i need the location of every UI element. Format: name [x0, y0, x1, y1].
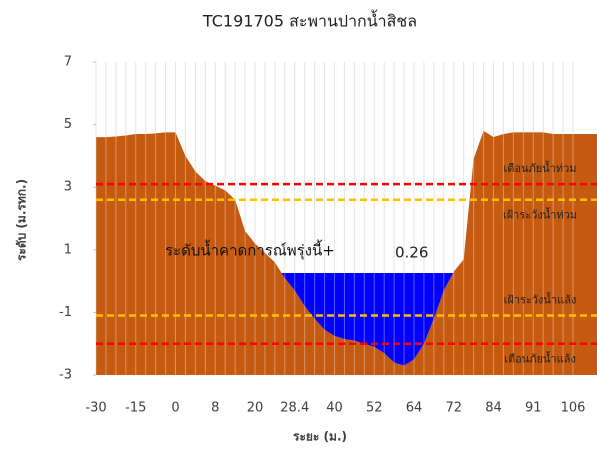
- y-axis-label: ระดับ (ม.รทก.): [15, 179, 29, 261]
- x-tick-label: 20: [247, 401, 264, 416]
- water-level-label: 0.26: [395, 243, 428, 261]
- y-tick-label: 7: [64, 55, 72, 70]
- threshold-label: เตือนภัยน้ำท่วม: [503, 160, 576, 175]
- x-tick-label: -15: [125, 401, 146, 416]
- y-tick-label: 3: [64, 180, 72, 195]
- x-tick-label: 91: [525, 401, 542, 416]
- x-tick-label: 84: [485, 401, 502, 416]
- y-tick-label: -1: [59, 305, 72, 320]
- threshold-label: เฝ้าระวังน้ำท่วม: [503, 207, 577, 222]
- annotation: ระดับน้ำคาดการณ์พรุ่งนี้+: [165, 239, 335, 260]
- x-tick-label: -30: [85, 401, 106, 416]
- x-tick-label: 64: [406, 401, 423, 416]
- x-tick-label: 106: [561, 401, 586, 416]
- threshold-label: เตือนภัยน้ำแล้ง: [504, 351, 576, 366]
- x-tick-label: 40: [326, 401, 343, 416]
- x-axis-label: ระยะ (ม.): [293, 430, 347, 444]
- y-tick-label: 5: [64, 117, 72, 132]
- ground-area: [96, 130, 597, 375]
- y-tick-label: -3: [59, 368, 72, 383]
- x-tick-label: 28.4: [280, 401, 309, 416]
- threshold-label: เฝ้าระวังน้ำแล้ง: [504, 292, 577, 307]
- x-tick-label: 0: [171, 401, 179, 416]
- chart-title: TC191705 สะพานปากน้ำสิชล: [202, 10, 417, 31]
- y-tick-label: 1: [64, 242, 72, 257]
- x-tick-label: 52: [366, 401, 383, 416]
- x-tick-label: 72: [445, 401, 462, 416]
- x-tick-label: 8: [211, 401, 219, 416]
- water-area: [281, 272, 454, 366]
